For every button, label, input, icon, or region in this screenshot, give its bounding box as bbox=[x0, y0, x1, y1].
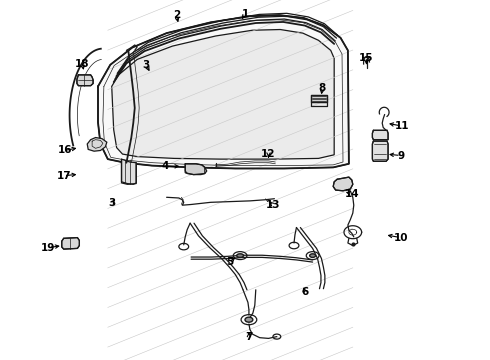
Text: 4: 4 bbox=[162, 161, 170, 171]
Text: 19: 19 bbox=[41, 243, 55, 253]
Text: 18: 18 bbox=[75, 59, 90, 69]
Text: 17: 17 bbox=[56, 171, 71, 181]
Polygon shape bbox=[87, 138, 107, 151]
Text: 6: 6 bbox=[301, 287, 308, 297]
Text: 5: 5 bbox=[226, 257, 233, 267]
Text: 7: 7 bbox=[245, 332, 253, 342]
Text: 13: 13 bbox=[266, 200, 281, 210]
Text: 8: 8 bbox=[319, 83, 326, 93]
Polygon shape bbox=[112, 30, 334, 159]
Text: 2: 2 bbox=[173, 10, 180, 20]
Text: 1: 1 bbox=[242, 9, 248, 19]
Text: 16: 16 bbox=[57, 145, 72, 156]
Polygon shape bbox=[77, 75, 93, 86]
Polygon shape bbox=[333, 177, 353, 191]
Polygon shape bbox=[185, 164, 205, 175]
Text: 12: 12 bbox=[261, 149, 276, 159]
Text: 15: 15 bbox=[359, 53, 374, 63]
Ellipse shape bbox=[245, 317, 253, 322]
Text: 10: 10 bbox=[393, 233, 408, 243]
Polygon shape bbox=[98, 15, 349, 168]
Text: 9: 9 bbox=[397, 150, 404, 161]
Polygon shape bbox=[372, 130, 388, 140]
Text: 14: 14 bbox=[344, 189, 359, 199]
Polygon shape bbox=[62, 238, 79, 249]
Polygon shape bbox=[122, 159, 136, 184]
Polygon shape bbox=[372, 141, 388, 161]
Ellipse shape bbox=[310, 254, 316, 257]
Text: 11: 11 bbox=[394, 121, 409, 131]
Ellipse shape bbox=[237, 254, 244, 257]
Text: 3: 3 bbox=[108, 198, 115, 208]
Text: 3: 3 bbox=[143, 60, 149, 70]
Polygon shape bbox=[311, 95, 327, 102]
